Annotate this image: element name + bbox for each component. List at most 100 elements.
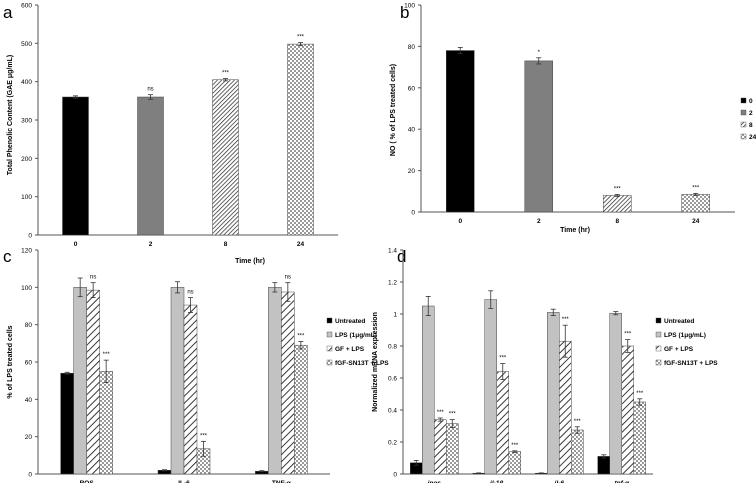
x-tick-label: il-1β — [490, 480, 503, 483]
legend: Untreated LPS (1μg/mL) GF + LPS fGF-SN13T +… — [655, 317, 718, 367]
legend: Untreated LPS (1μg/mL) GF + LPS fGF-SN13T +… — [326, 317, 389, 367]
bar — [446, 50, 475, 213]
significance-label: *** — [103, 352, 111, 358]
bar — [597, 456, 610, 475]
y-tick-label: 80 — [25, 322, 33, 329]
y-tick-label: 60 — [25, 360, 33, 367]
bar — [571, 429, 584, 475]
legend-label: 24 — [749, 134, 756, 141]
chart-panel-c: c 0 20 40 60 80 100 120 % of LPS treated cells ns… — [3, 247, 389, 483]
significance-label: *** — [562, 317, 570, 323]
significance-label: * — [538, 50, 541, 56]
x-tick-label: IL-6 — [178, 480, 190, 483]
chart-panel-a: a 0 100 200 300 400 500 600 Total Phenolic Conte… — [3, 3, 338, 265]
x-tick-label: tnf-α — [615, 480, 630, 483]
x-tick-label: 2 — [149, 241, 153, 248]
legend-label: 8 — [749, 122, 753, 129]
y-tick-label: 300 — [21, 118, 32, 125]
significance-label: *** — [636, 391, 644, 397]
x-tick-label: 8 — [615, 218, 619, 225]
legend-label: Untreated — [664, 318, 694, 325]
y-tick-label: 0 — [393, 472, 397, 479]
y-tick-label: 1.4 — [388, 248, 397, 255]
x-tick-label: 0 — [74, 241, 78, 248]
x-axis-title: Time (hr) — [560, 227, 590, 234]
significance-label: *** — [437, 410, 445, 416]
x-axis-title: Time (hr) — [235, 258, 265, 265]
legend-swatch — [326, 317, 333, 324]
bar — [446, 423, 459, 475]
significance-label: *** — [297, 333, 305, 339]
significance-label: ns — [187, 290, 193, 296]
panel-label: c — [3, 247, 12, 266]
bar — [170, 287, 185, 475]
y-tick-label: 40 — [408, 127, 416, 134]
panel-label: a — [3, 3, 13, 22]
y-tick-label: 100 — [404, 3, 415, 10]
bar — [621, 345, 634, 475]
x-tick-label: inos — [428, 480, 442, 483]
y-tick-label: 0.4 — [388, 408, 397, 415]
y-tick-label: 120 — [21, 248, 32, 255]
legend-swatch — [740, 133, 747, 140]
y-tick-label: 500 — [21, 41, 32, 48]
y-tick-label: 100 — [21, 285, 32, 292]
bar — [183, 304, 198, 475]
significance-label: ns — [147, 87, 153, 93]
legend-label: fGF-SN13T + LPS — [335, 360, 389, 367]
significance-label: ns — [90, 275, 96, 281]
legend-label: GF + LPS — [335, 346, 365, 353]
legend-swatch — [740, 97, 747, 104]
legend-label: Untreated — [335, 318, 365, 325]
y-axis-title: Normalized mRNA expression — [372, 312, 379, 412]
y-tick-label: 0 — [28, 472, 32, 479]
y-tick-label: 0 — [28, 233, 32, 240]
significance-label: *** — [692, 185, 700, 191]
y-tick-label: 1.2 — [388, 280, 397, 287]
bar — [287, 43, 314, 236]
x-tick-label: il-6 — [555, 480, 565, 483]
y-tick-label: 100 — [21, 194, 32, 201]
y-axis-title: Total Phenolic Content (GAE μg/mL) — [7, 55, 14, 175]
legend-label: fGF-SN13T + LPS — [664, 360, 718, 367]
bar — [281, 291, 295, 475]
legend-swatch — [655, 345, 662, 352]
legend-swatch — [655, 331, 662, 338]
bar — [559, 340, 572, 475]
y-tick-label: 200 — [21, 156, 32, 163]
legend-swatch — [655, 317, 662, 324]
bar — [294, 344, 308, 475]
y-tick-label: 0.2 — [388, 440, 397, 447]
y-tick-label: 40 — [25, 397, 33, 404]
y-tick-label: 400 — [21, 79, 32, 86]
x-tick-label: 24 — [297, 241, 305, 248]
legend-swatch — [740, 121, 747, 128]
y-tick-label: 0.6 — [388, 376, 397, 383]
significance-label: *** — [511, 443, 519, 449]
bar — [212, 79, 239, 236]
legend-swatch — [326, 345, 333, 352]
x-tick-label: ROS — [80, 480, 95, 483]
x-tick-label: 0 — [458, 218, 462, 225]
legend-swatch — [740, 109, 747, 116]
bar — [434, 419, 447, 475]
significance-label: *** — [574, 419, 582, 425]
significance-label: ns — [285, 275, 291, 281]
bar — [268, 287, 282, 475]
x-tick-label: 24 — [692, 218, 700, 225]
bar — [422, 305, 435, 475]
y-axis-title: % of LPS treated cells — [7, 325, 14, 398]
chart-panel-d: d 0 0.2 0.4 0.6 0.8 1 1.2 1.4 Normalized mRNA exp… — [372, 247, 718, 483]
y-tick-label: 1 — [393, 312, 397, 319]
legend-label: 2 — [749, 110, 753, 117]
y-tick-label: 0.8 — [388, 344, 397, 351]
significance-label: *** — [297, 35, 305, 41]
legend-label: 0 — [749, 98, 753, 105]
significance-label: *** — [222, 71, 230, 77]
bar — [60, 372, 74, 475]
y-tick-label: 600 — [21, 3, 32, 10]
y-tick-label: 20 — [25, 434, 33, 441]
bar — [99, 371, 113, 475]
